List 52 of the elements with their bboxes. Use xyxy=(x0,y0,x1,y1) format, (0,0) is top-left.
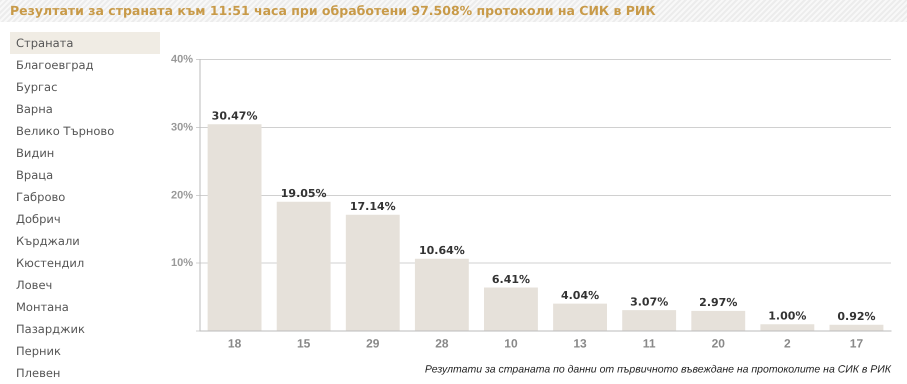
x-axis-title: Резултати за страната по данни от първичното въвеждане на протоколите на СИК в РИК xyxy=(424,364,892,376)
y-tick-label: 30% xyxy=(170,121,194,134)
data-label: 17.14% xyxy=(350,200,396,214)
text: Габрово xyxy=(15,189,66,206)
bar xyxy=(346,214,400,330)
data-label: 6.41% xyxy=(492,272,530,286)
x-tick-label: 13 xyxy=(573,336,588,351)
text: Перник xyxy=(15,343,62,360)
x-tick-label: 15 xyxy=(296,336,311,351)
text: Ловеч xyxy=(15,277,54,294)
chart-title: Резултати за страната към 11:51 часа при обработени 97.508% протоколи на СИК в РИК xyxy=(0,0,907,22)
y-tick-label: 20% xyxy=(170,189,194,202)
text: Видин xyxy=(15,145,56,162)
data-label: 4.04% xyxy=(560,288,600,302)
bar xyxy=(208,124,262,330)
text: Велико Търново xyxy=(15,123,116,140)
x-tick-label: 29 xyxy=(366,336,380,351)
data-label: 19.05% xyxy=(280,187,327,200)
data-label: 0.92% xyxy=(837,310,876,324)
x-tick-label: 20 xyxy=(712,336,726,351)
y-tick-label: 10% xyxy=(170,257,194,270)
bar xyxy=(691,310,746,330)
text: Враца xyxy=(15,167,54,184)
text: Бургас xyxy=(15,79,58,96)
x-tick-label: 2 xyxy=(784,336,792,351)
x-tick-label: 17 xyxy=(850,336,864,351)
bar xyxy=(276,202,331,330)
text: Благоевград xyxy=(15,57,95,74)
text: Плевен xyxy=(15,365,62,382)
text: Кюстендил xyxy=(15,255,86,272)
text: Добрич xyxy=(15,211,62,228)
text: Монтана xyxy=(15,299,70,316)
data-label: 2.97% xyxy=(699,296,738,310)
data-label: 10.64% xyxy=(418,244,465,258)
text: Варна xyxy=(15,101,54,118)
y-tick-label: 40% xyxy=(170,54,194,66)
x-tick-label: 11 xyxy=(642,336,656,351)
bar xyxy=(622,310,676,330)
bar xyxy=(414,258,469,330)
data-label: 3.07% xyxy=(630,296,668,309)
text: Кърджали xyxy=(15,233,81,250)
bar xyxy=(484,288,538,330)
text: Пазарджик xyxy=(15,321,86,338)
x-tick-label: 28 xyxy=(435,336,449,351)
x-tick-label: 10 xyxy=(504,336,518,351)
x-tick-label: 18 xyxy=(228,336,242,351)
bar xyxy=(553,304,608,330)
text: Страната xyxy=(10,32,160,54)
data-label: 30.47% xyxy=(212,110,258,123)
bar xyxy=(760,324,814,330)
data-label: 1.00% xyxy=(768,310,806,323)
bar xyxy=(830,324,884,330)
